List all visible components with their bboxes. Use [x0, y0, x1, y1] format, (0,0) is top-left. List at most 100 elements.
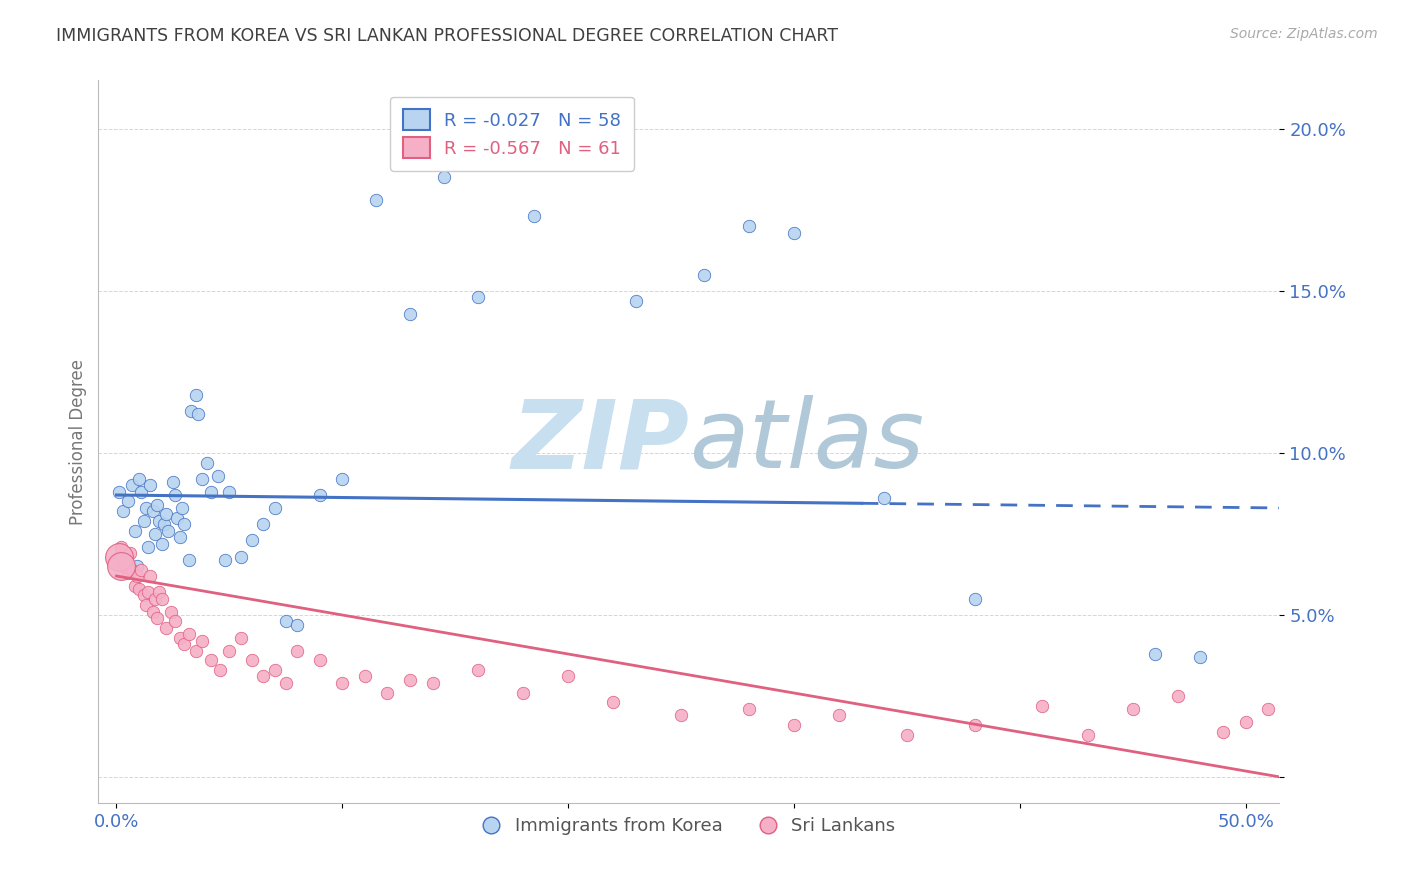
Point: [157, 524, 180, 538]
Point: [263, 500, 285, 515]
Point: [173, 517, 195, 532]
Point: [118, 546, 141, 560]
Point: [330, 676, 353, 690]
Point: [117, 566, 139, 580]
Point: [136, 540, 159, 554]
Point: [155, 621, 177, 635]
Point: [180, 403, 202, 417]
Point: [177, 553, 200, 567]
Point: [132, 514, 155, 528]
Point: [602, 695, 624, 709]
Point: [366, 193, 388, 207]
Point: [112, 559, 135, 574]
Point: [184, 387, 207, 401]
Point: [738, 702, 761, 716]
Point: [165, 488, 187, 502]
Point: [738, 219, 761, 233]
Point: [229, 549, 252, 564]
Point: [112, 504, 135, 518]
Point: [173, 637, 195, 651]
Point: [896, 728, 918, 742]
Point: [308, 488, 330, 502]
Point: [252, 517, 274, 532]
Point: [467, 663, 489, 677]
Point: [169, 631, 191, 645]
Point: [150, 536, 173, 550]
Point: [124, 524, 146, 538]
Point: [166, 510, 188, 524]
Point: [135, 598, 157, 612]
Text: Source: ZipAtlas.com: Source: ZipAtlas.com: [1230, 27, 1378, 41]
Point: [125, 569, 148, 583]
Point: [143, 527, 166, 541]
Point: [252, 669, 274, 683]
Point: [274, 615, 297, 629]
Point: [114, 553, 136, 567]
Point: [107, 549, 129, 564]
Point: [399, 307, 422, 321]
Point: [107, 484, 129, 499]
Point: [624, 293, 647, 308]
Point: [263, 663, 285, 677]
Point: [274, 676, 297, 690]
Point: [146, 498, 169, 512]
Point: [873, 491, 896, 506]
Point: [125, 559, 148, 574]
Point: [433, 170, 456, 185]
Point: [148, 585, 170, 599]
Text: IMMIGRANTS FROM KOREA VS SRI LANKAN PROFESSIONAL DEGREE CORRELATION CHART: IMMIGRANTS FROM KOREA VS SRI LANKAN PROF…: [56, 27, 838, 45]
Point: [1257, 702, 1279, 716]
Point: [117, 494, 139, 508]
Point: [165, 615, 187, 629]
Point: [110, 540, 132, 554]
Text: atlas: atlas: [689, 395, 924, 488]
Point: [1189, 650, 1212, 665]
Point: [132, 589, 155, 603]
Point: [153, 517, 176, 532]
Point: [191, 633, 214, 648]
Point: [557, 669, 579, 683]
Point: [1234, 714, 1257, 729]
Point: [191, 472, 214, 486]
Point: [1076, 728, 1098, 742]
Point: [354, 669, 377, 683]
Point: [143, 591, 166, 606]
Point: [783, 718, 806, 732]
Point: [162, 475, 184, 489]
Point: [963, 591, 986, 606]
Point: [177, 627, 200, 641]
Point: [135, 500, 157, 515]
Point: [330, 472, 353, 486]
Point: [1167, 689, 1189, 703]
Point: [1212, 724, 1234, 739]
Point: [240, 533, 263, 548]
Point: [139, 569, 162, 583]
Text: ZIP: ZIP: [510, 395, 689, 488]
Point: [169, 530, 191, 544]
Point: [1122, 702, 1144, 716]
Point: [692, 268, 714, 282]
Point: [142, 605, 165, 619]
Legend: Immigrants from Korea, Sri Lankans: Immigrants from Korea, Sri Lankans: [474, 808, 904, 845]
Point: [128, 472, 150, 486]
Point: [512, 686, 534, 700]
Point: [579, 148, 602, 162]
Point: [128, 582, 150, 596]
Point: [285, 643, 308, 657]
Point: [422, 676, 444, 690]
Point: [136, 585, 159, 599]
Point: [308, 653, 330, 667]
Point: [110, 559, 132, 574]
Point: [121, 478, 143, 492]
Point: [1279, 686, 1302, 700]
Point: [142, 504, 165, 518]
Point: [131, 562, 153, 576]
Point: [218, 643, 240, 657]
Point: [124, 579, 146, 593]
Point: [783, 226, 806, 240]
Point: [107, 549, 129, 564]
Point: [214, 553, 236, 567]
Point: [150, 591, 173, 606]
Point: [1031, 698, 1053, 713]
Point: [377, 686, 399, 700]
